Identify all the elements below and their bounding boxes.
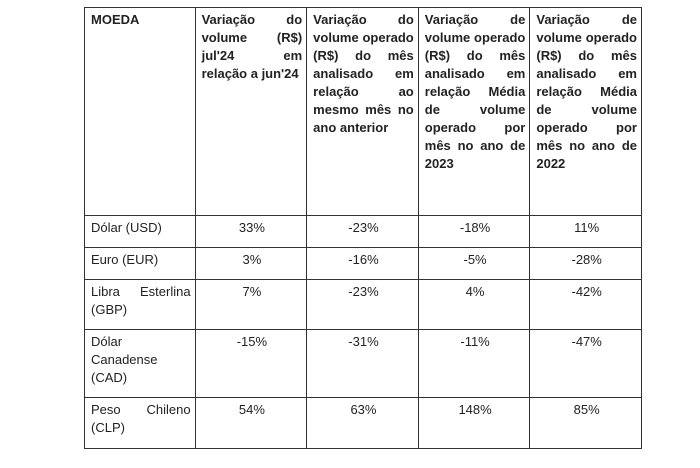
table-row: Dólar (USD) 33% -23% -18% 11% [84, 215, 642, 248]
table-header-row: MOEDA Variação do volume (R$) jul'24 em … [84, 7, 642, 216]
value-cell: 63% [306, 397, 419, 449]
value-cell: 33% [194, 215, 308, 248]
value-cell: 148% [417, 397, 531, 449]
value-cell: -16% [306, 247, 419, 280]
table-row: Euro (EUR) 3% -16% -5% -28% [84, 247, 642, 280]
value-cell: -11% [417, 329, 531, 398]
value-cell: -31% [306, 329, 419, 398]
currency-cell: Peso Chileno (CLP) [84, 397, 196, 449]
currency-cell: Dólar (USD) [84, 215, 196, 248]
value-cell: -15% [194, 329, 308, 398]
currency-cell: Libra Esterlina (GBP) [84, 279, 196, 330]
value-cell: 85% [529, 397, 642, 449]
currency-cell: Euro (EUR) [84, 247, 196, 280]
currency-cell: Dólar Canadense (CAD) [84, 329, 196, 398]
value-cell: -47% [529, 329, 642, 398]
value-cell: -5% [417, 247, 531, 280]
value-cell: -23% [306, 279, 419, 330]
header-currency: MOEDA [84, 7, 196, 216]
value-cell: 11% [529, 215, 642, 248]
value-cell: 7% [194, 279, 308, 330]
header-variation-vs-2023-average: Variação de volume operado (R$) do mês a… [417, 7, 531, 216]
value-cell: 4% [417, 279, 531, 330]
value-cell: 54% [194, 397, 308, 449]
value-cell: -42% [529, 279, 642, 330]
value-cell: -28% [529, 247, 642, 280]
header-variation-month-over-month: Variação do volume (R$) jul'24 em relaçã… [194, 7, 308, 216]
value-cell: 3% [194, 247, 308, 280]
table-row: Libra Esterlina (GBP) 7% -23% 4% -42% [84, 279, 642, 330]
currency-variation-table: MOEDA Variação do volume (R$) jul'24 em … [84, 7, 642, 449]
header-variation-vs-2022-average: Variação de volume operado (R$) do mês a… [529, 7, 642, 216]
table-row: Dólar Canadense (CAD) -15% -31% -11% -47… [84, 329, 642, 398]
table-row: Peso Chileno (CLP) 54% 63% 148% 85% [84, 397, 642, 449]
value-cell: -23% [306, 215, 419, 248]
value-cell: -18% [417, 215, 531, 248]
header-variation-year-over-year: Variação do volume operado (R$) do mês a… [306, 7, 419, 216]
